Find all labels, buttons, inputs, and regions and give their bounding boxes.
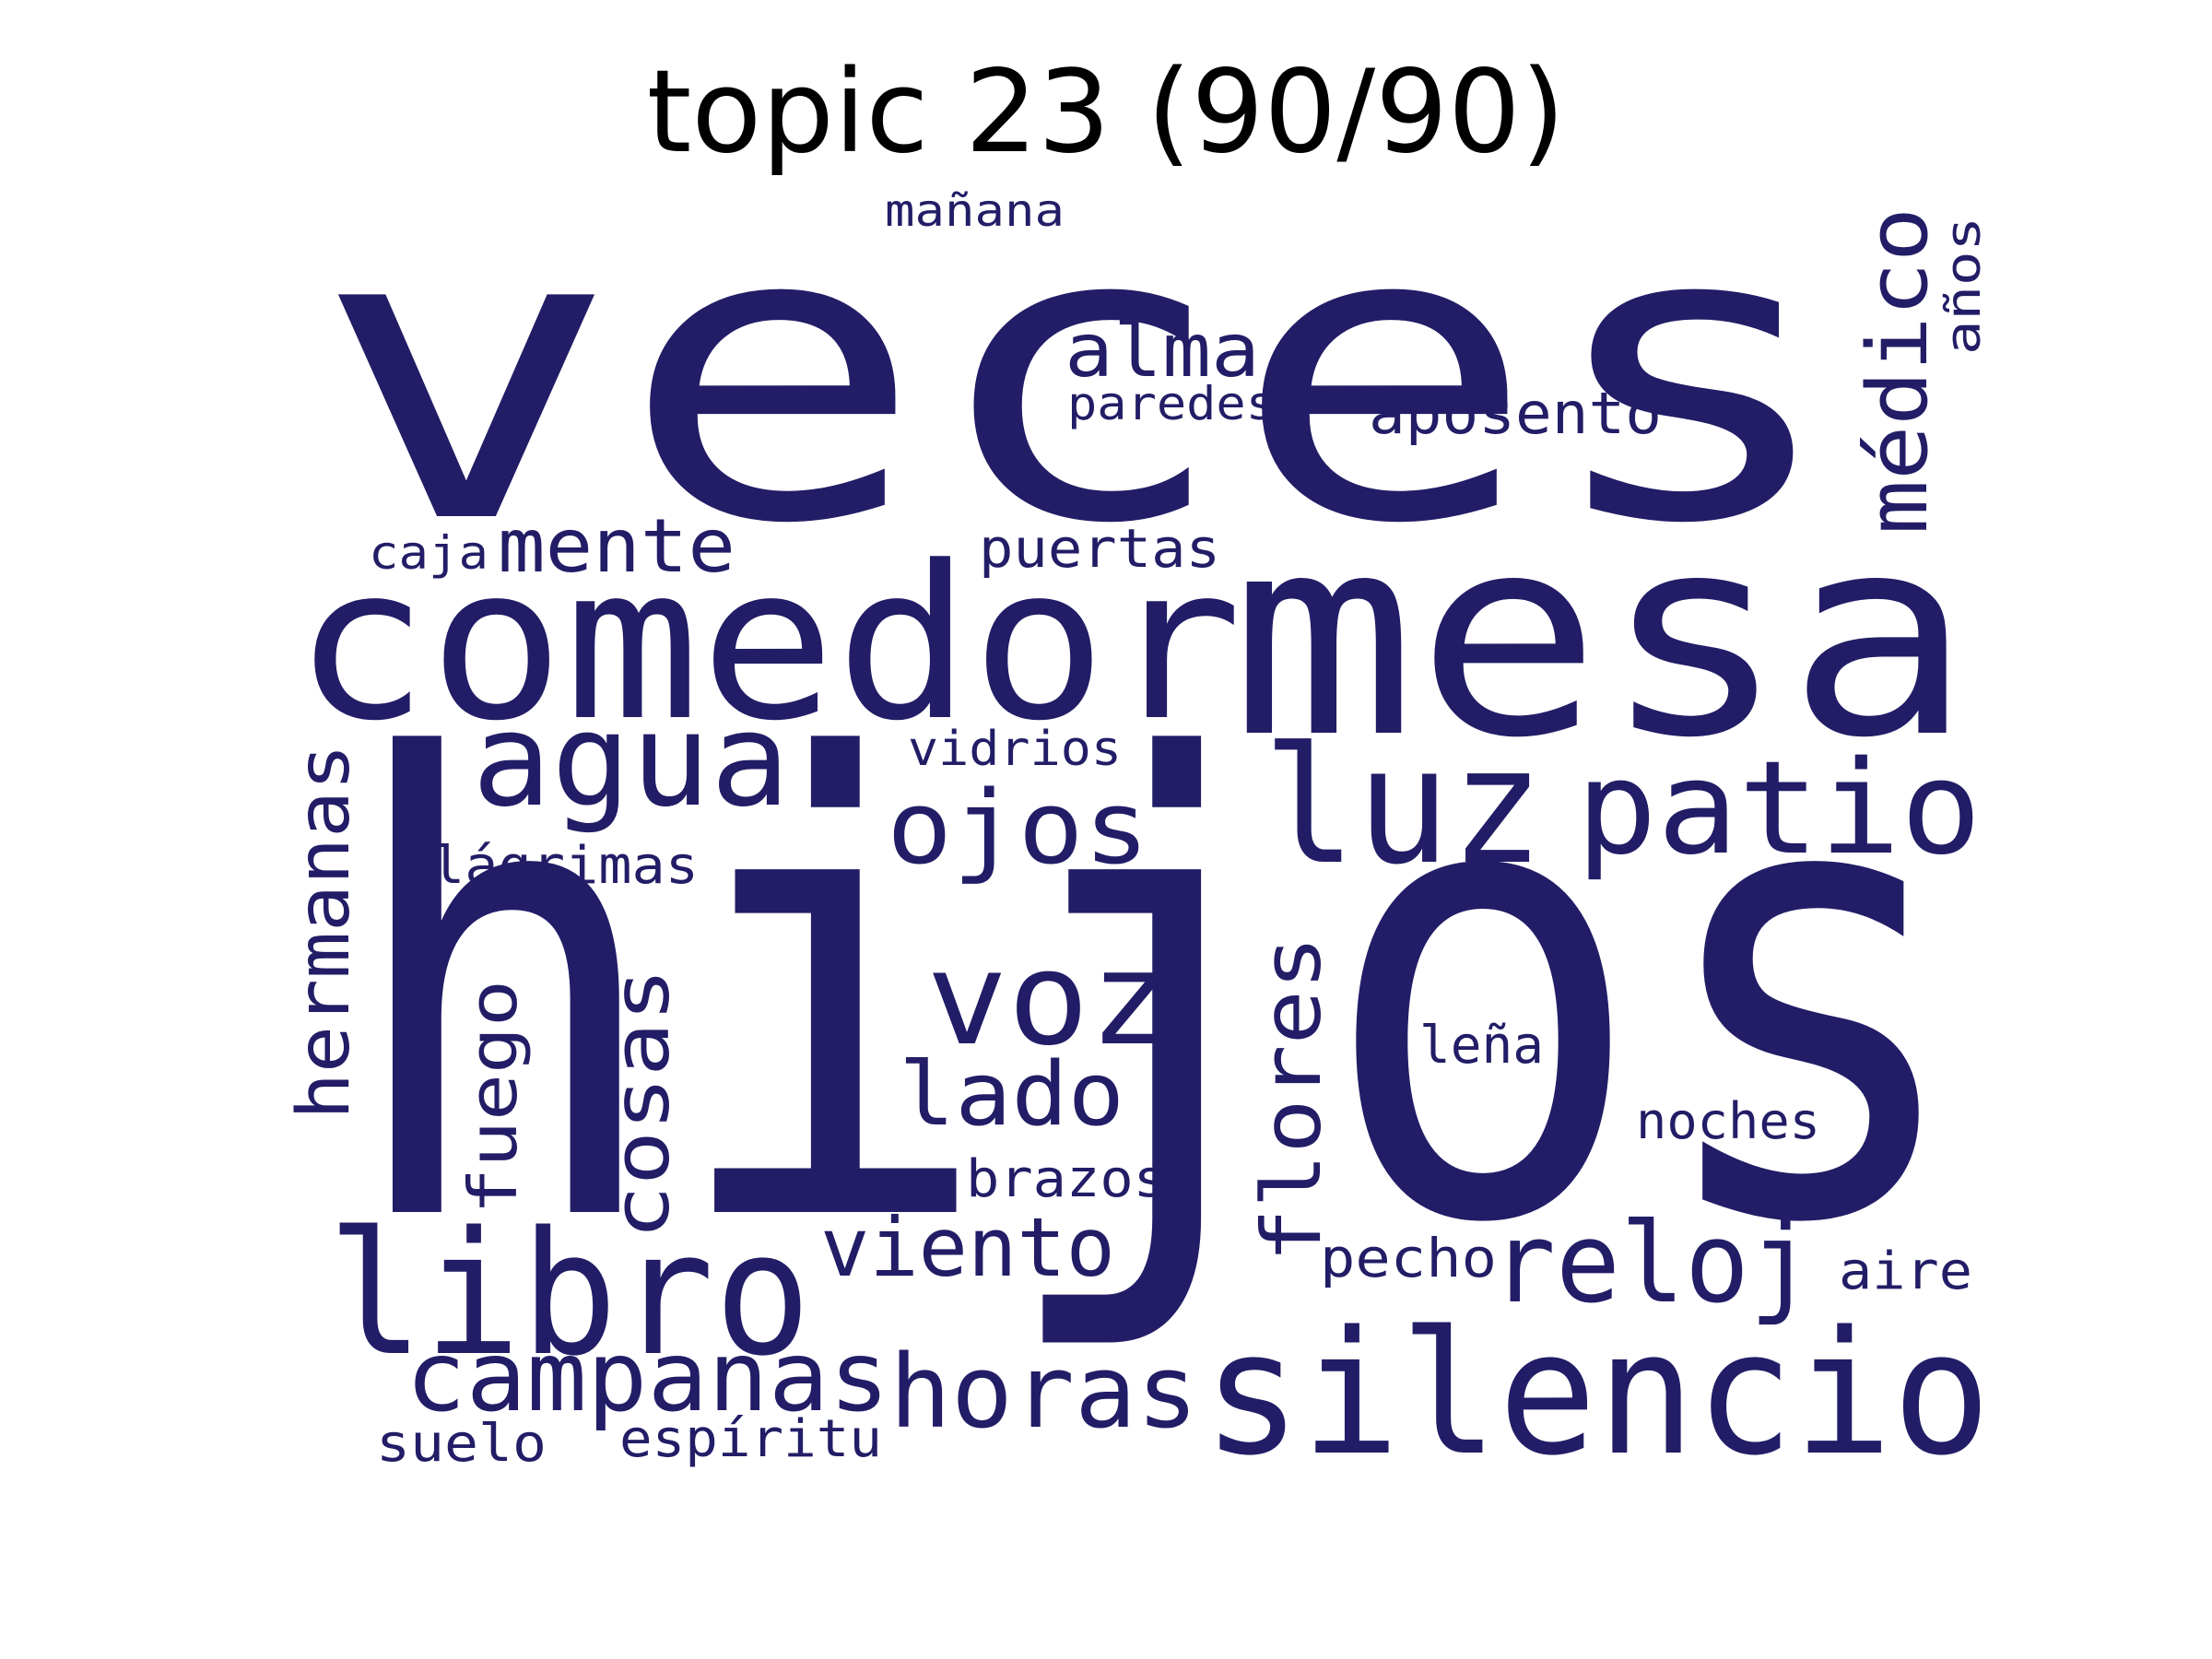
word-caja: caja (369, 526, 488, 580)
word-flores: flores (1244, 935, 1339, 1263)
word-aire: aire (1839, 1241, 1972, 1301)
word-brazos: brazos (966, 1149, 1167, 1209)
word-silencio: silencio (1203, 1294, 1991, 1493)
word-puertas: puertas (979, 517, 1220, 580)
word-reloj: reloj (1491, 1200, 1814, 1328)
word-mente: mente (498, 503, 735, 589)
word-viento: viento (820, 1200, 1115, 1295)
word-noches: noches (1636, 1092, 1820, 1150)
word-fuego: fuego (454, 980, 532, 1215)
word-lagrimas: lágrimas (431, 836, 699, 896)
word-campanas: campanas (406, 1321, 889, 1433)
word-anos: años (1936, 217, 1992, 355)
word-paredes: paredes (1067, 377, 1276, 430)
word-agua: agua (472, 686, 790, 836)
word-veces: veces (313, 140, 1843, 612)
word-cosas: cosas (596, 968, 688, 1240)
word-comedor: comedor (293, 522, 1242, 768)
word-aposento: aposento (1369, 380, 1662, 447)
word-vidrios: vidrios (908, 722, 1122, 777)
word-voz: voz (926, 924, 1171, 1075)
word-pecho: pecho (1320, 1227, 1497, 1289)
word-libro: libro (327, 1194, 811, 1394)
word-medico: médico (1850, 207, 1947, 535)
word-lado: lado (899, 1044, 1124, 1146)
word-patio: patio (1576, 734, 1982, 884)
word-lena: leña (1419, 1016, 1544, 1076)
word-alma: alma (1065, 308, 1260, 394)
word-manana: mañana (885, 185, 1065, 237)
word-hijos: hijos (341, 631, 1972, 1360)
word-ojos: ojos (887, 769, 1149, 887)
word-hermanas: hermanas (283, 744, 366, 1120)
word-luz: luz (1263, 713, 1544, 900)
word-espiritu: espíritu (619, 1409, 882, 1469)
chart-title: topic 23 (90/90) (646, 46, 1566, 179)
word-mesa: mesa (1230, 477, 1972, 798)
word-suelo: suelo (376, 1414, 547, 1474)
word-horas: horas (889, 1333, 1198, 1451)
